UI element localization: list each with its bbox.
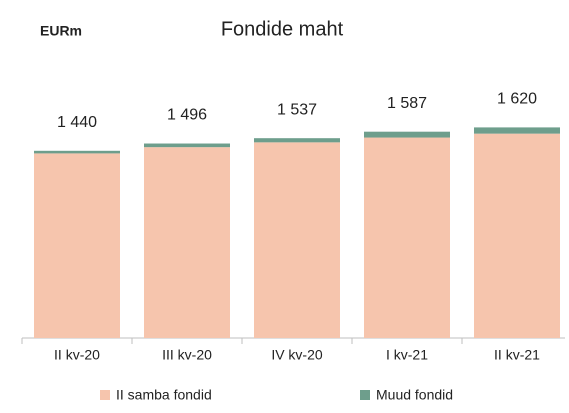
bar-segment [364,137,450,338]
bar-segment [34,153,120,338]
x-tick-label: III kv-20 [162,347,212,363]
chart-title: Fondide maht [221,18,344,40]
bar-segment [254,138,340,143]
total-label: 1 620 [497,91,537,108]
total-label: 1 587 [387,95,427,112]
x-tick-label: II kv-21 [494,347,540,363]
legend-label: Muud fondid [376,387,453,403]
x-tick-label: II kv-20 [54,347,100,363]
legend-label: II samba fondid [116,387,212,403]
x-tick-label: IV kv-20 [271,347,323,363]
legend-swatch [360,390,370,400]
bar-segment [254,142,340,338]
bar-segment [364,131,450,138]
total-label: 1 496 [167,107,207,124]
bar-segment [474,127,560,134]
bar-segment [34,150,120,154]
legend-swatch [100,390,110,400]
total-label: 1 440 [57,114,97,131]
unit-label: EURm [40,23,82,39]
bar-segment [474,133,560,338]
bar-segment [144,147,230,338]
total-label: 1 537 [277,101,317,118]
x-tick-label: I kv-21 [386,347,428,363]
bar-segment [144,143,230,148]
